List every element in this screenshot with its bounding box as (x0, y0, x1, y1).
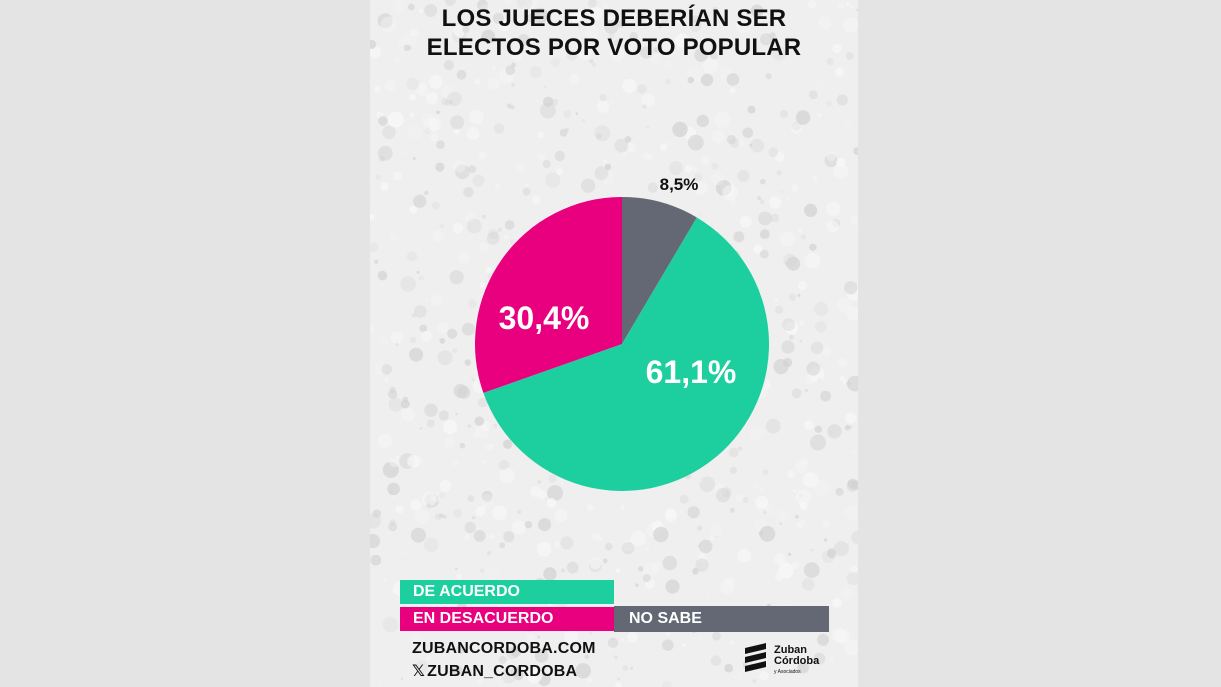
logo-line-1: Zuban (774, 644, 807, 656)
pie-chart: 8,5% 61,1% 30,4% (475, 175, 770, 491)
chart-card: LOS JUECES DEBERÍAN SER ELECTOS POR VOTO… (370, 0, 858, 687)
legend-disagree: EN DESACUERDO (400, 607, 614, 631)
pie-slice-en-desacuerdo (475, 197, 622, 393)
footer-x-handle-text: ZUBAN_CORDOBA (427, 663, 578, 680)
chart-title-line-1: LOS JUECES DEBERÍAN SER (441, 5, 787, 32)
legend-disagree-label: EN DESACUERDO (413, 610, 554, 627)
data-label-no-sabe: 8,5% (660, 175, 699, 194)
logo-line-3: y Asociados (774, 669, 801, 675)
zuban-logo-icon (745, 643, 766, 672)
footer-website: ZUBANCORDOBA.COM (412, 640, 596, 657)
logo-line-2: Córdoba (774, 655, 820, 667)
chart-title-line-2: ELECTOS POR VOTO POPULAR (426, 34, 802, 61)
legend-unsure-label: NO SABE (629, 610, 702, 627)
logo-wordmark: Zuban Córdoba (774, 645, 819, 667)
legend-unsure: NO SABE (614, 606, 829, 632)
chart-title: LOS JUECES DEBERÍAN SER ELECTOS POR VOTO… (370, 4, 858, 62)
data-label-de-acuerdo: 61,1% (646, 354, 737, 390)
legend-agree: DE ACUERDO (400, 580, 614, 604)
pie-slice-de-acuerdo (483, 217, 770, 491)
data-label-en-desacuerdo: 30,4% (499, 300, 590, 336)
pie-slice-no-sabe (622, 197, 697, 344)
x-logo-icon: 𝕏 (412, 661, 426, 680)
zuban-cordoba-logo: Zuban Córdoba y Asociados (742, 642, 832, 678)
footer-x-handle: 𝕏 ZUBAN_CORDOBA (412, 661, 577, 681)
legend-agree-label: DE ACUERDO (413, 583, 520, 600)
